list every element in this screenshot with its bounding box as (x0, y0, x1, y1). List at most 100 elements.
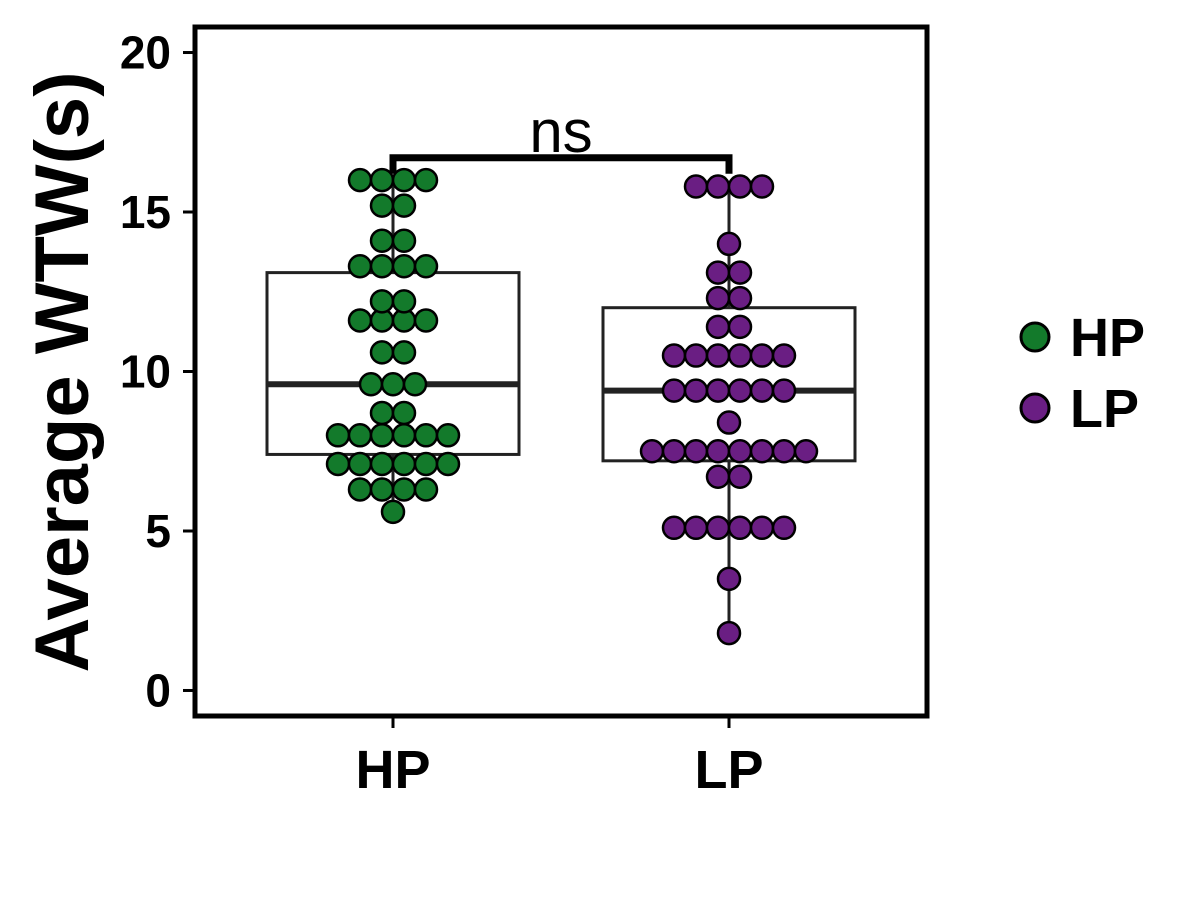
data-point (749, 438, 775, 464)
bracket-line (389, 154, 733, 174)
data-point (369, 193, 395, 218)
data-point (705, 378, 731, 403)
data-point (705, 343, 731, 368)
significance-bracket: ns (389, 98, 733, 174)
data-point (771, 378, 797, 403)
data-point (749, 378, 775, 403)
data-point (683, 438, 709, 464)
data-point (705, 464, 731, 490)
data-point (391, 423, 417, 448)
data-point (683, 378, 709, 403)
data-point (716, 566, 742, 592)
data-point (705, 174, 731, 199)
box-group-lp (601, 174, 857, 646)
data-point (435, 423, 461, 448)
significance-label: ns (529, 98, 592, 165)
data-point (727, 438, 753, 464)
data-point (727, 174, 753, 199)
y-tick-label: 5 (145, 505, 171, 557)
data-point (683, 515, 709, 541)
data-point (391, 340, 417, 365)
data-point (325, 451, 351, 477)
legend-item-lp: LP (1019, 379, 1139, 439)
data-point (727, 378, 753, 403)
data-point (369, 289, 395, 314)
data-point (727, 314, 753, 340)
legend: HP LP (1019, 308, 1145, 439)
data-point (369, 451, 395, 477)
y-axis-label: Average WTW(s) (20, 71, 105, 672)
y-axis: 0 5 10 15 20 (120, 27, 195, 716)
data-point (380, 372, 406, 397)
x-axis: HP LP (355, 716, 764, 800)
data-point (369, 423, 395, 448)
data-point (727, 515, 753, 541)
data-point (391, 228, 417, 253)
data-point (727, 464, 753, 490)
y-tick-label: 15 (120, 186, 171, 238)
data-point (727, 260, 753, 285)
data-point (749, 343, 775, 368)
legend-item-hp: HP (1019, 308, 1145, 368)
data-point (716, 231, 742, 257)
data-point (771, 515, 797, 541)
data-point (347, 253, 373, 279)
data-point (391, 400, 417, 426)
data-point (347, 308, 373, 333)
data-point (391, 193, 417, 218)
data-point (771, 343, 797, 368)
box-group-hp (265, 167, 521, 525)
data-point (661, 343, 687, 368)
data-point (347, 423, 373, 448)
plot-area: ns (192, 24, 930, 719)
data-point (727, 343, 753, 368)
data-point (347, 167, 373, 193)
data-point (391, 477, 417, 502)
y-tick-label: 10 (120, 346, 171, 398)
data-point (749, 174, 775, 199)
y-tick-label: 20 (120, 27, 171, 79)
data-point (661, 438, 687, 464)
x-tick-label: LP (694, 740, 763, 800)
data-point (705, 438, 731, 464)
data-point (347, 477, 373, 502)
data-point (413, 477, 439, 502)
data-point (358, 372, 384, 397)
data-point (413, 423, 439, 448)
data-point (639, 438, 665, 464)
data-point (347, 451, 373, 477)
data-point (413, 308, 439, 333)
data-point (661, 378, 687, 403)
data-point (705, 285, 731, 311)
data-point (771, 438, 797, 464)
data-point (716, 410, 742, 435)
data-point (661, 515, 687, 541)
legend-label: HP (1070, 308, 1145, 368)
legend-marker (1019, 321, 1051, 353)
data-point (325, 423, 351, 448)
data-point (402, 372, 428, 397)
data-point (391, 289, 417, 314)
data-point (413, 451, 439, 477)
data-point (369, 228, 395, 253)
data-point (369, 253, 395, 279)
data-point (727, 285, 753, 311)
data-point (391, 451, 417, 477)
legend-label: LP (1070, 379, 1139, 439)
data-point (683, 343, 709, 368)
data-point (391, 253, 417, 279)
data-point (793, 438, 819, 464)
box (265, 271, 521, 456)
data-point (413, 167, 439, 193)
data-point (413, 253, 439, 279)
x-tick-label: HP (355, 740, 430, 800)
data-point (705, 515, 731, 541)
data-point (369, 340, 395, 365)
data-point (380, 499, 406, 525)
data-point (683, 174, 709, 199)
box (601, 306, 857, 463)
data-point (705, 260, 731, 285)
data-point (369, 477, 395, 502)
data-point (705, 314, 731, 340)
